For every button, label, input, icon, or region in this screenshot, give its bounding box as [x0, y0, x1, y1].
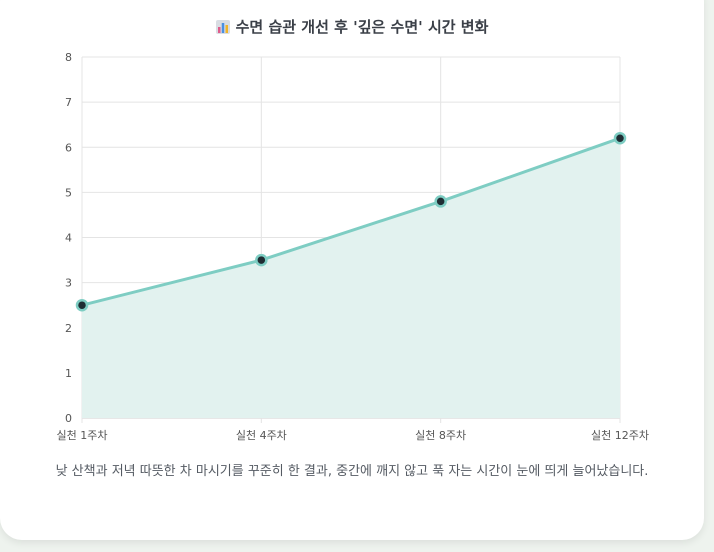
- x-tick-label: 실천 1주차: [57, 428, 108, 442]
- y-tick-label: 2: [65, 322, 72, 335]
- data-point[interactable]: [615, 133, 625, 143]
- y-tick-label: 6: [65, 141, 72, 154]
- x-tick-label: 실천 4주차: [236, 428, 287, 442]
- chart-caption: 낮 산책과 저녁 따뜻한 차 마시기를 꾸준히 한 결과, 중간에 깨지 않고 …: [40, 462, 664, 482]
- y-tick-label: 1: [65, 367, 72, 380]
- y-tick-label: 3: [65, 277, 72, 290]
- y-tick-label: 4: [65, 232, 72, 245]
- y-tick-label: 7: [65, 96, 72, 109]
- y-tick-label: 8: [65, 51, 72, 64]
- y-tick-label: 5: [65, 186, 72, 199]
- x-tick-label: 실천 12주차: [591, 428, 649, 442]
- data-point[interactable]: [77, 300, 87, 310]
- area-fill: [82, 138, 620, 418]
- x-tick-label: 실천 8주차: [415, 428, 466, 442]
- data-point[interactable]: [256, 255, 266, 265]
- y-tick-label: 0: [65, 412, 72, 425]
- data-point[interactable]: [436, 196, 446, 206]
